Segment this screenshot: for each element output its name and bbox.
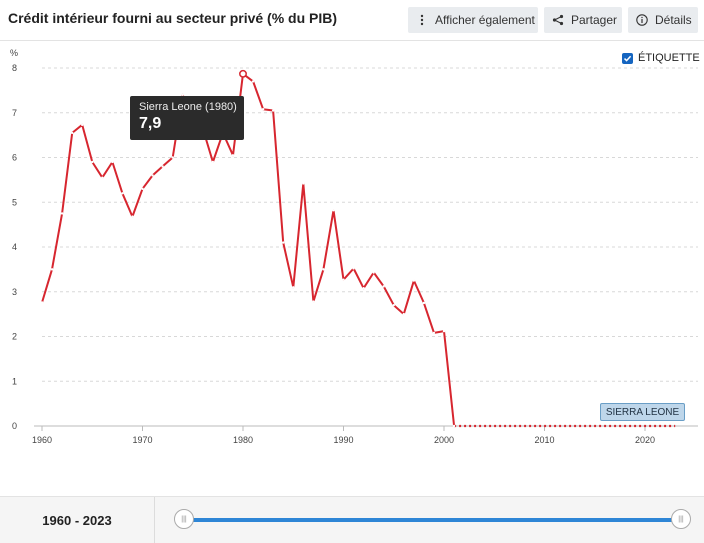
data-point bbox=[111, 160, 114, 164]
data-point bbox=[231, 154, 235, 157]
chart-header: Crédit intérieur fourni au secteur privé… bbox=[0, 0, 704, 41]
data-point bbox=[452, 424, 456, 428]
data-point bbox=[211, 160, 215, 164]
data-point bbox=[382, 285, 385, 288]
page-title: Crédit intérieur fourni au secteur privé… bbox=[8, 10, 338, 26]
data-point bbox=[302, 182, 305, 185]
series-end-label: SIERRA LEONE bbox=[600, 403, 685, 421]
highlight-point bbox=[239, 69, 247, 78]
details-label: Détails bbox=[655, 13, 692, 27]
label-toggle-text: ÉTIQUETTE bbox=[638, 52, 700, 64]
data-point bbox=[131, 215, 134, 218]
data-point bbox=[60, 212, 64, 215]
y-tick-label: 1 bbox=[12, 376, 17, 386]
data-point bbox=[91, 160, 94, 164]
data-point bbox=[181, 93, 184, 97]
tooltip-value: 7,9 bbox=[139, 115, 162, 132]
data-point bbox=[151, 174, 154, 177]
data-point bbox=[271, 109, 275, 112]
data-point bbox=[282, 241, 285, 244]
data-point bbox=[402, 312, 405, 316]
y-tick-label: 7 bbox=[12, 108, 17, 118]
data-point bbox=[312, 300, 315, 303]
data-point bbox=[332, 209, 335, 212]
data-point bbox=[432, 331, 436, 335]
data-point bbox=[141, 187, 144, 191]
data-point bbox=[352, 267, 355, 270]
y-axis-unit-label: % bbox=[10, 48, 18, 58]
x-tick-label: 1960 bbox=[32, 435, 52, 445]
range-slider-track[interactable] bbox=[183, 518, 681, 522]
data-point bbox=[161, 165, 164, 168]
details-button[interactable]: Détails bbox=[628, 7, 698, 33]
data-point bbox=[70, 131, 74, 135]
x-tick-label: 2000 bbox=[434, 435, 454, 445]
checkbox-checked-icon[interactable] bbox=[622, 52, 633, 64]
data-point bbox=[392, 303, 395, 307]
range-start-handle[interactable]: ||| bbox=[174, 509, 194, 529]
y-tick-label: 5 bbox=[12, 197, 17, 207]
data-point bbox=[442, 329, 446, 333]
more-vertical-icon bbox=[416, 14, 428, 26]
show-also-button[interactable]: Afficher également bbox=[408, 7, 538, 33]
info-icon bbox=[636, 14, 648, 26]
y-tick-label: 8 bbox=[12, 63, 17, 73]
y-tick-label: 2 bbox=[12, 332, 17, 342]
data-point bbox=[101, 176, 104, 179]
share-label: Partager bbox=[571, 13, 618, 27]
x-tick-label: 2010 bbox=[534, 435, 554, 445]
show-also-label: Afficher également bbox=[435, 13, 535, 27]
x-tick-label: 1990 bbox=[333, 435, 353, 445]
data-point bbox=[412, 279, 416, 282]
y-tick-label: 4 bbox=[12, 242, 17, 252]
data-point bbox=[342, 278, 345, 281]
data-point bbox=[261, 107, 265, 111]
x-tick-label: 1980 bbox=[233, 435, 253, 445]
share-button[interactable]: Partager bbox=[544, 7, 622, 33]
y-tick-label: 0 bbox=[12, 421, 17, 431]
y-tick-label: 3 bbox=[12, 287, 17, 297]
share-icon bbox=[552, 14, 564, 26]
line-chart: % 0 1 2 3 4 5 6 7 8 1960 1970 1980 1990 2000 2010 2020 bbox=[10, 48, 698, 445]
label-toggle[interactable]: ÉTIQUETTE bbox=[622, 52, 700, 64]
data-point bbox=[292, 286, 295, 289]
data-point bbox=[322, 268, 325, 271]
x-tick-label: 1970 bbox=[132, 435, 152, 445]
data-point bbox=[171, 156, 174, 159]
x-tick-label: 2020 bbox=[635, 435, 655, 445]
data-point bbox=[362, 286, 365, 290]
range-bar: 1960 - 2023 ||| ||| bbox=[0, 496, 704, 543]
data-point bbox=[40, 301, 44, 304]
data-point bbox=[422, 301, 426, 305]
data-point bbox=[121, 192, 124, 195]
data-point bbox=[81, 123, 84, 127]
data-point bbox=[50, 268, 54, 271]
y-tick-label: 6 bbox=[12, 153, 17, 163]
data-tooltip: Sierra Leone (1980) 7,9 bbox=[130, 96, 244, 140]
tooltip-series-year: Sierra Leone (1980) bbox=[139, 101, 237, 113]
series-line bbox=[41, 72, 456, 427]
range-end-handle[interactable]: ||| bbox=[671, 509, 691, 529]
data-point bbox=[251, 80, 255, 83]
data-point bbox=[372, 271, 375, 274]
range-label: 1960 - 2023 bbox=[0, 497, 155, 543]
